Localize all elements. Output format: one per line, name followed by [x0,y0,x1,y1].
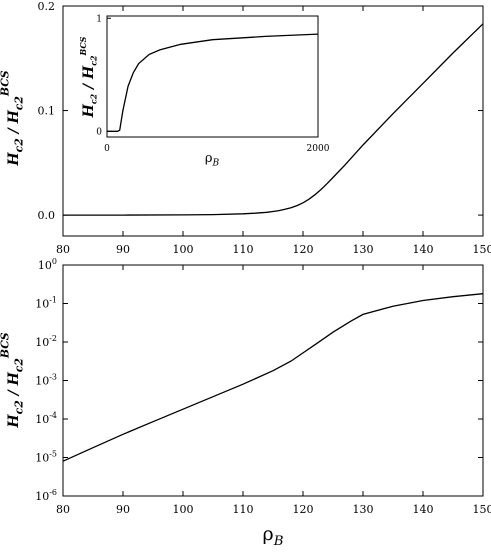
bottom-y-tick-label: 10-6 [35,488,57,503]
top-x-tick-label: 130 [353,243,374,256]
inset-y-axis-label: Hc2 / Hc2BCS [79,36,98,118]
inset-panel: 0 2000 0 1 Hc2 / Hc2BCS ρB [79,14,330,168]
inset-series-line [107,33,319,132]
bottom-y-tick-label: 10-5 [35,450,57,465]
bottom-panel: 80 90 100 110 120 130 140 150 100 10-1 10-2 10-3 10-… [0,257,491,549]
inset-x-tick-label: 0 [104,144,110,154]
bottom-y-tick-label: 10-4 [35,411,57,426]
bottom-y-tick-label: 10-1 [35,296,57,311]
inset-x-tick-label: 2000 [307,144,330,154]
top-x-tick-label: 150 [473,243,491,256]
top-y-tick-label: 0.1 [38,105,56,118]
top-x-tick-label: 140 [413,243,434,256]
bottom-x-tick-label: 150 [473,503,491,516]
bottom-x-tick-label: 100 [173,503,194,516]
bottom-y-tick-label: 10-2 [35,334,57,349]
inset-plot-frame [106,15,319,138]
bottom-x-axis-label: ρB [263,523,284,549]
bottom-x-tick-label: 140 [413,503,434,516]
top-series-line [63,23,484,216]
top-y-tick-label: 0.2 [38,0,56,13]
top-y-tick-label: 0.0 [38,209,56,222]
bottom-y-tick-label: 10-3 [35,373,57,388]
bottom-series-line [62,293,484,462]
top-plot-frame [62,5,484,237]
top-x-tick-label: 80 [56,243,70,256]
bottom-x-tick-label: 130 [353,503,374,516]
bottom-y-axis-label: Hc2 / Hc2BCS [0,332,26,428]
top-x-tick-label: 90 [116,243,130,256]
bottom-x-tick-label: 80 [56,503,70,516]
top-x-tick-label: 100 [173,243,194,256]
top-x-tick-label: 120 [293,243,314,256]
inset-y-tick-label: 1 [96,14,102,24]
bottom-y-tick-label: 100 [38,257,57,272]
bottom-plot-frame [62,264,484,497]
top-x-tick-label: 110 [233,243,254,256]
inset-y-tick-label: 0 [96,127,102,137]
bottom-x-tick-label: 120 [293,503,314,516]
inset-x-axis-label: ρB [205,151,220,168]
bottom-x-tick-label: 90 [116,503,130,516]
bottom-x-tick-label: 110 [233,503,254,516]
top-y-axis-label: Hc2 / Hc2BCS [0,70,26,166]
